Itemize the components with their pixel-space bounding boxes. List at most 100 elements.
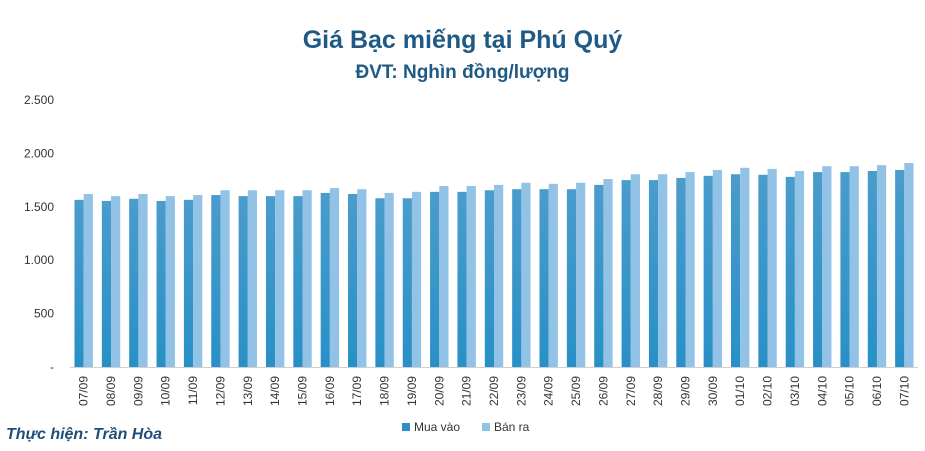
- bar-ban-ra: [767, 168, 777, 367]
- bar-mua-vao: [539, 189, 549, 367]
- bar-ban-ra: [302, 190, 312, 367]
- x-tick-label: 12/09: [213, 376, 227, 406]
- x-tick-label: 20/09: [432, 376, 446, 406]
- bar-ban-ra: [439, 185, 449, 367]
- y-tick-label: -: [50, 360, 54, 374]
- y-tick-label: 2.000: [24, 146, 54, 160]
- x-tick-label: 08/09: [104, 376, 118, 406]
- bar-ban-ra: [466, 185, 476, 367]
- bar-ban-ra: [494, 184, 504, 367]
- x-tick-label: 01/10: [733, 376, 747, 406]
- y-tick-label: 1.000: [24, 253, 54, 267]
- bar-ban-ra: [521, 182, 531, 367]
- x-tick-label: 04/10: [815, 376, 829, 406]
- bar-mua-vao: [785, 176, 795, 367]
- x-tick-label: 10/09: [159, 376, 173, 406]
- bar-ban-ra: [658, 174, 668, 367]
- x-tick-label: 07/09: [77, 376, 91, 406]
- bar-mua-vao: [348, 193, 358, 367]
- bar-ban-ra: [876, 165, 887, 367]
- x-tick-label: 09/09: [131, 376, 145, 406]
- bar-mua-vao: [484, 190, 494, 367]
- bar-ban-ra: [384, 192, 394, 367]
- bar-mua-vao: [375, 198, 385, 367]
- bar-ban-ra: [193, 195, 203, 367]
- bar-mua-vao: [813, 172, 823, 367]
- bar-ban-ra: [603, 179, 613, 367]
- bar-ban-ra: [576, 182, 586, 367]
- bar-mua-vao: [293, 196, 303, 367]
- y-tick-label: 1.500: [24, 200, 54, 214]
- bar-mua-vao: [101, 200, 112, 367]
- x-tick-label: 25/09: [569, 376, 583, 406]
- bar-mua-vao: [430, 191, 440, 367]
- bar-mua-vao: [730, 174, 741, 367]
- bar-mua-vao: [867, 171, 877, 367]
- bar-mua-vao: [74, 199, 84, 367]
- legend-label: Bán ra: [494, 420, 530, 434]
- bar-ban-ra: [712, 169, 723, 367]
- x-tick-label: 11/09: [186, 376, 200, 405]
- x-tick-label: 16/09: [323, 376, 337, 406]
- x-tick-label: 02/10: [761, 376, 775, 406]
- bar-ban-ra: [548, 183, 558, 367]
- bar-ban-ra: [165, 196, 175, 367]
- bar-mua-vao: [183, 199, 194, 367]
- bar-ban-ra: [220, 190, 230, 367]
- x-tick-label: 19/09: [405, 376, 419, 406]
- bar-mua-vao: [402, 198, 412, 367]
- x-tick-label: 07/10: [897, 376, 911, 406]
- legend-label: Mua vào: [414, 420, 460, 434]
- y-tick-label: 2.500: [24, 93, 54, 107]
- bar-mua-vao: [265, 196, 276, 367]
- bar-ban-ra: [849, 166, 859, 367]
- bar-mua-vao: [512, 189, 522, 367]
- bar-mua-vao: [129, 198, 139, 367]
- bar-mua-vao: [457, 191, 467, 367]
- x-tick-label: 23/09: [514, 376, 528, 406]
- x-tick-label: 27/09: [624, 376, 638, 406]
- x-tick-label: 06/10: [870, 376, 884, 406]
- x-tick-label: 28/09: [651, 376, 665, 406]
- x-tick-label: 15/09: [296, 376, 310, 406]
- bar-ban-ra: [904, 163, 914, 367]
- bar-ban-ra: [111, 196, 121, 367]
- bar-mua-vao: [211, 195, 221, 367]
- x-tick-label: 18/09: [378, 376, 392, 406]
- bar-mua-vao: [320, 192, 330, 367]
- bar-mua-vao: [758, 174, 768, 367]
- bar-ban-ra: [794, 171, 805, 367]
- bar-ban-ra: [357, 189, 367, 367]
- legend-swatch: [482, 423, 490, 431]
- x-tick-label: 17/09: [350, 376, 364, 406]
- bar-mua-vao: [566, 189, 577, 367]
- y-tick-label: 500: [34, 307, 54, 321]
- x-tick-label: 21/09: [460, 376, 474, 406]
- x-tick-label: 03/10: [788, 376, 802, 406]
- x-tick-label: 13/09: [241, 376, 255, 406]
- x-tick-label: 22/09: [487, 376, 501, 406]
- chart-subtitle: ĐVT: Nghìn đồng/lượng: [355, 62, 570, 83]
- bar-ban-ra: [138, 193, 148, 367]
- bar-ban-ra: [740, 167, 750, 367]
- credit-text: Thực hiện: Trần Hòa: [6, 426, 163, 443]
- x-tick-label: 14/09: [268, 376, 282, 406]
- bar-ban-ra: [275, 190, 285, 367]
- x-tick-label: 30/09: [706, 376, 720, 406]
- legend-swatch: [402, 423, 410, 431]
- x-tick-label: 26/09: [596, 376, 610, 406]
- bar-mua-vao: [648, 180, 659, 367]
- bar-mua-vao: [156, 200, 166, 367]
- x-tick-label: 05/10: [843, 376, 857, 406]
- bar-ban-ra: [247, 190, 258, 367]
- bar-mua-vao: [594, 184, 604, 367]
- chart-title: Giá Bạc miếng tại Phú Quý: [302, 26, 623, 54]
- bar-mua-vao: [840, 172, 850, 367]
- bar-mua-vao: [238, 196, 248, 367]
- bar-mua-vao: [621, 180, 631, 367]
- x-tick-label: 24/09: [542, 376, 556, 406]
- bar-mua-vao: [703, 175, 713, 367]
- bar-ban-ra: [329, 188, 340, 367]
- bar-ban-ra: [822, 166, 832, 367]
